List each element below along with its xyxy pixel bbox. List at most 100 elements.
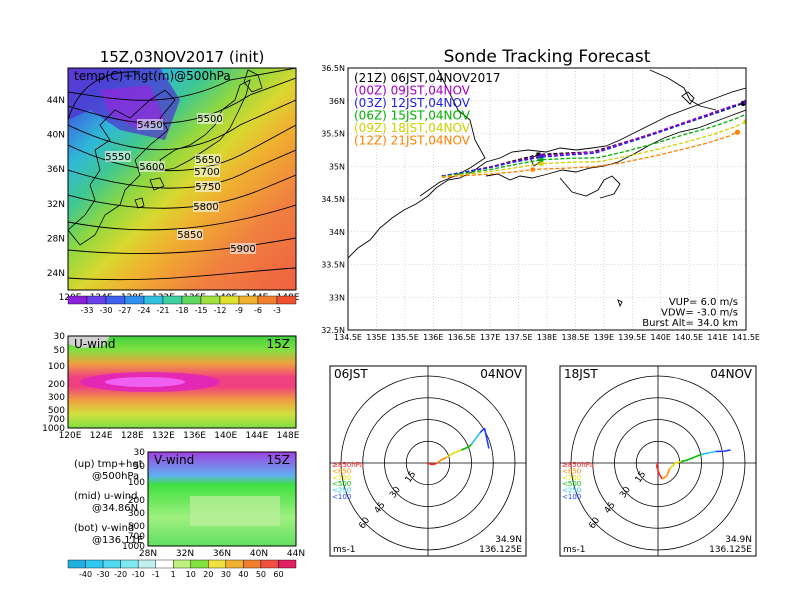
note-mid-lat: @34.86N — [92, 503, 138, 514]
level-legend-entry: <500 — [332, 480, 351, 488]
track-x-tick: 138E — [537, 333, 557, 342]
hodograph-segment — [658, 474, 664, 480]
map-y-tick: 24N — [47, 269, 65, 279]
colorbar-cell — [278, 559, 297, 569]
u-wind-label: U-wind — [74, 337, 115, 351]
v-y-tick: 300 — [128, 509, 145, 519]
colorbar-tick: 1 — [171, 570, 176, 579]
u-y-tick: 700 — [48, 415, 65, 425]
track-coastline — [348, 69, 746, 308]
note-bot-lon: @136.11E — [92, 535, 143, 546]
v-wind-frame — [147, 451, 297, 547]
height-contour-line — [68, 149, 296, 189]
colorbar-tick: 60 — [273, 570, 283, 579]
u-x-tick: 140E — [214, 431, 237, 441]
hodograph-segment — [461, 446, 469, 451]
hodograph-segment — [686, 456, 695, 461]
u-x-tick: 148E — [277, 431, 300, 441]
level-legend-entry: ≥850hPa — [332, 461, 364, 469]
colorbar-tick: -9 — [235, 306, 243, 315]
u-x-tick: 136E — [183, 431, 206, 441]
mid-point — [539, 157, 544, 162]
hodograph-time: 06JST — [334, 367, 368, 381]
colorbar-cell — [260, 559, 279, 569]
track-x-tick: 137E — [480, 333, 500, 342]
contour-label: 5850 — [177, 230, 202, 241]
v-x-tick: 36N — [213, 549, 231, 559]
colorbar-cell — [143, 295, 164, 305]
map-y-ticks: 44N 40N 36N 32N 28N 24N — [47, 96, 65, 279]
colorbar-tick: -33 — [80, 306, 93, 315]
colorbar-cell — [219, 295, 240, 305]
hodograph-segment — [470, 437, 477, 445]
hodograph-segment — [433, 462, 438, 466]
hodograph-segment — [427, 462, 432, 466]
u-x-tick: 124E — [90, 431, 113, 441]
u-y-tick: 30 — [54, 332, 66, 342]
title-bg — [698, 367, 755, 381]
colorbar-cell — [276, 295, 297, 305]
level-legend-entry: <850 — [562, 467, 581, 475]
title-bg — [468, 367, 525, 381]
speed-unit: ms-1 — [563, 545, 585, 555]
map-y-tick: 44N — [47, 96, 65, 106]
note-up-level: @500hPa — [92, 471, 139, 482]
burst-point — [734, 129, 741, 135]
wind-colorbar: -40 -30 -20 -10 -1 1 10 20 30 40 50 60 — [67, 559, 297, 579]
colorbar-tick: -6 — [254, 306, 262, 315]
map-y-tick: 40N — [47, 131, 65, 141]
note-bot: (bot) v-wind — [74, 523, 134, 534]
jet-core-inner — [105, 377, 185, 387]
track-annotation: VUP= 6.0 m/s — [669, 297, 738, 308]
note-up: (up) tmp+hgt — [74, 459, 143, 470]
colorbar-tick: 10 — [186, 570, 196, 579]
colorbar-cell — [86, 295, 107, 305]
colorbar-cell — [105, 295, 126, 305]
u-x-tick: 132E — [152, 431, 175, 441]
hodograph-segment — [708, 450, 717, 454]
track-legend: (21Z) 06JST,04NOV2017(00Z) 09JST,04NOV(0… — [354, 71, 500, 148]
coastline — [68, 69, 263, 246]
hodograph-segment — [655, 465, 661, 475]
contour-label-bg — [193, 201, 219, 212]
colorbar-cell — [155, 559, 174, 569]
map-title: 15Z,03NOV2017 (init) — [100, 48, 265, 66]
hodograph-segment — [669, 462, 676, 470]
hodograph-date: 04NOV — [480, 367, 522, 381]
u-wind-panel: U-wind 15Z 120E 124E 128E 132E 136E 140E 144E 1… — [42, 332, 300, 441]
level-legend-entry: <700 — [562, 474, 581, 482]
sonde-track-panel: Sonde Tracking Forecast (21Z) 06JST,04NO… — [321, 47, 760, 342]
track-y-ticks: 32.5N 33N 33.5N 34N 34.5N 35N 35.5N 36N 36.5N — [321, 64, 345, 335]
track-line — [441, 131, 738, 179]
track-x-tick: 139.5E — [618, 333, 646, 342]
colorbar-tick: -10 — [132, 570, 145, 579]
colorbar-cell — [124, 295, 145, 305]
height-contour-line — [68, 71, 141, 121]
colorbar-tick: -20 — [114, 570, 127, 579]
colorbar-cell — [173, 559, 191, 569]
track-annotation: VDW= -3.0 m/s — [661, 308, 738, 319]
v-x-tick: 40N — [250, 549, 268, 559]
track-title: Sonde Tracking Forecast — [444, 47, 651, 67]
track-line — [441, 113, 746, 178]
track-x-tick: 135.5E — [391, 333, 419, 342]
contour-label-bg — [197, 113, 223, 124]
track-x-tick: 139E — [594, 333, 614, 342]
location-lon: 136.125E — [479, 545, 522, 555]
track-y-tick: 33N — [329, 293, 345, 302]
legend-entry: (03Z) 12JST,04NOV — [354, 96, 471, 110]
contour-label-bg — [195, 154, 221, 165]
colorbar-tick: -18 — [175, 306, 188, 315]
colorbar-tick: -3 — [273, 306, 281, 315]
mid-point — [539, 161, 544, 166]
u-x-tick: 144E — [245, 431, 268, 441]
track-y-tick: 34N — [329, 228, 345, 237]
colorbar-tick: -12 — [213, 306, 226, 315]
mid-point — [539, 155, 544, 160]
colorbar-tick: -1 — [152, 570, 160, 579]
hodograph-segment — [723, 449, 731, 453]
